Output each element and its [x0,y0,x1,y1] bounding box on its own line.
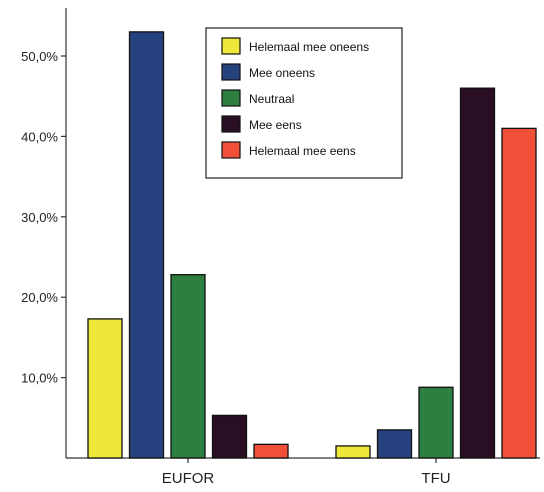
x-category-label: EUFOR [162,470,215,487]
legend-label: Helemaal mee eens [249,144,356,158]
bar [253,443,289,459]
y-tick-label: 10,0% [21,371,58,386]
bar [501,127,537,459]
bar [418,386,454,459]
bar [376,429,413,459]
y-axis: 10,0% 20,0% 30,0% 40,0% 50,0% [21,8,67,458]
legend-label: Neutraal [249,92,294,106]
bar [459,87,496,459]
legend-swatch [221,63,241,81]
x-category-label: TFU [421,470,450,487]
y-tick-label: 20,0% [21,290,58,305]
legend-label: Mee eens [249,118,302,132]
bar [211,414,248,459]
bar [128,31,165,459]
y-tick-label: 40,0% [21,129,58,144]
bar [87,318,123,459]
legend-swatch [221,115,241,133]
legend: Helemaal mee oneens Mee oneens Neutraal Mee… [205,27,403,179]
legend-swatch [221,37,241,55]
y-tick-label: 50,0% [21,49,58,64]
x-axis: EUFOR TFU [66,457,540,487]
legend-label: Helemaal mee oneens [249,40,369,54]
y-tick-label: 30,0% [21,210,58,225]
bars-group [87,31,537,459]
legend-swatch [221,89,241,107]
bar [335,445,371,459]
bar [170,274,206,459]
legend-swatch [221,141,241,159]
legend-label: Mee oneens [249,66,315,80]
